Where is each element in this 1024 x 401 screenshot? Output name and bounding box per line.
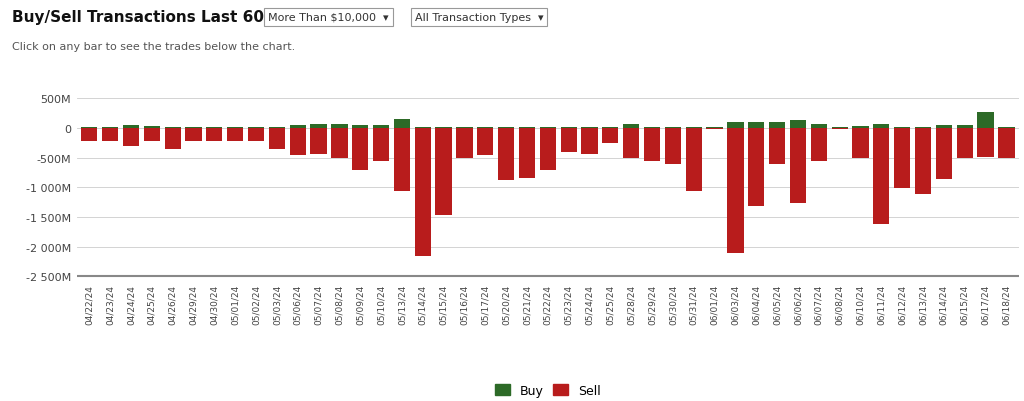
Text: All Transaction Types  ▾: All Transaction Types ▾	[415, 13, 544, 23]
Bar	[310, 129, 327, 155]
Bar	[560, 128, 577, 129]
Bar	[248, 128, 264, 129]
Bar	[727, 122, 743, 129]
Bar	[81, 128, 97, 129]
Bar	[790, 129, 806, 203]
Bar	[686, 129, 701, 192]
Bar	[498, 129, 514, 181]
Bar	[644, 127, 660, 129]
Bar	[373, 126, 389, 129]
Bar	[831, 129, 848, 130]
Bar	[415, 128, 431, 129]
Bar	[394, 119, 410, 129]
Bar	[644, 129, 660, 162]
Bar	[143, 129, 160, 142]
Bar	[185, 128, 202, 129]
Bar	[665, 129, 681, 165]
Bar	[457, 129, 473, 159]
Bar	[290, 129, 306, 156]
Bar	[956, 126, 973, 129]
Bar	[769, 129, 785, 165]
Text: Click on any bar to see the trades below the chart.: Click on any bar to see the trades below…	[12, 42, 296, 52]
Bar	[749, 122, 764, 129]
Bar	[123, 129, 139, 147]
Bar	[873, 125, 890, 129]
Bar	[956, 129, 973, 159]
Bar	[435, 128, 452, 129]
Bar	[227, 129, 244, 142]
Bar	[602, 129, 618, 144]
Bar	[665, 127, 681, 129]
Bar	[352, 129, 369, 171]
Bar	[790, 121, 806, 129]
Bar	[457, 128, 473, 129]
Bar	[268, 128, 285, 129]
Bar	[394, 129, 410, 192]
Bar	[602, 128, 618, 129]
Bar	[268, 129, 285, 150]
Bar	[415, 129, 431, 256]
Bar	[873, 129, 890, 224]
Bar	[540, 128, 556, 129]
Bar	[582, 128, 598, 129]
Bar	[831, 128, 848, 129]
Bar	[206, 129, 222, 142]
Bar	[143, 126, 160, 129]
Legend: Buy, Sell: Buy, Sell	[489, 379, 606, 401]
Bar	[310, 125, 327, 129]
Bar	[123, 126, 139, 129]
Bar	[519, 128, 536, 129]
Bar	[707, 128, 723, 129]
Bar	[749, 129, 764, 206]
Bar	[540, 129, 556, 171]
Bar	[894, 129, 910, 188]
Bar	[811, 129, 827, 162]
Bar	[998, 129, 1015, 159]
Bar	[248, 129, 264, 142]
Bar	[477, 128, 494, 129]
Bar	[936, 126, 952, 129]
Bar	[852, 127, 868, 129]
Bar	[290, 126, 306, 129]
Bar	[206, 128, 222, 129]
Bar	[914, 128, 931, 129]
Bar	[727, 129, 743, 253]
Bar	[686, 128, 701, 129]
Bar	[165, 128, 181, 129]
Bar	[185, 129, 202, 142]
Bar	[332, 129, 347, 159]
Bar	[936, 129, 952, 180]
Bar	[560, 129, 577, 153]
Bar	[623, 129, 639, 159]
Bar	[769, 122, 785, 129]
Bar	[227, 127, 244, 129]
Bar	[81, 129, 97, 142]
Bar	[998, 128, 1015, 129]
Bar	[811, 125, 827, 129]
Bar	[977, 113, 993, 129]
Bar	[977, 129, 993, 158]
Bar	[165, 129, 181, 150]
Text: More Than $10,000  ▾: More Than $10,000 ▾	[268, 13, 389, 23]
Bar	[519, 129, 536, 178]
Bar	[332, 125, 347, 129]
Bar	[914, 129, 931, 194]
Bar	[623, 125, 639, 129]
Bar	[852, 129, 868, 159]
Bar	[498, 127, 514, 129]
Bar	[435, 129, 452, 215]
Text: Buy/Sell Transactions Last 60 Days: Buy/Sell Transactions Last 60 Days	[12, 10, 311, 25]
Bar	[707, 129, 723, 130]
Bar	[582, 129, 598, 155]
Bar	[352, 126, 369, 129]
Bar	[102, 129, 119, 142]
Bar	[373, 129, 389, 162]
Bar	[477, 129, 494, 156]
Bar	[894, 128, 910, 129]
Bar	[102, 128, 119, 129]
